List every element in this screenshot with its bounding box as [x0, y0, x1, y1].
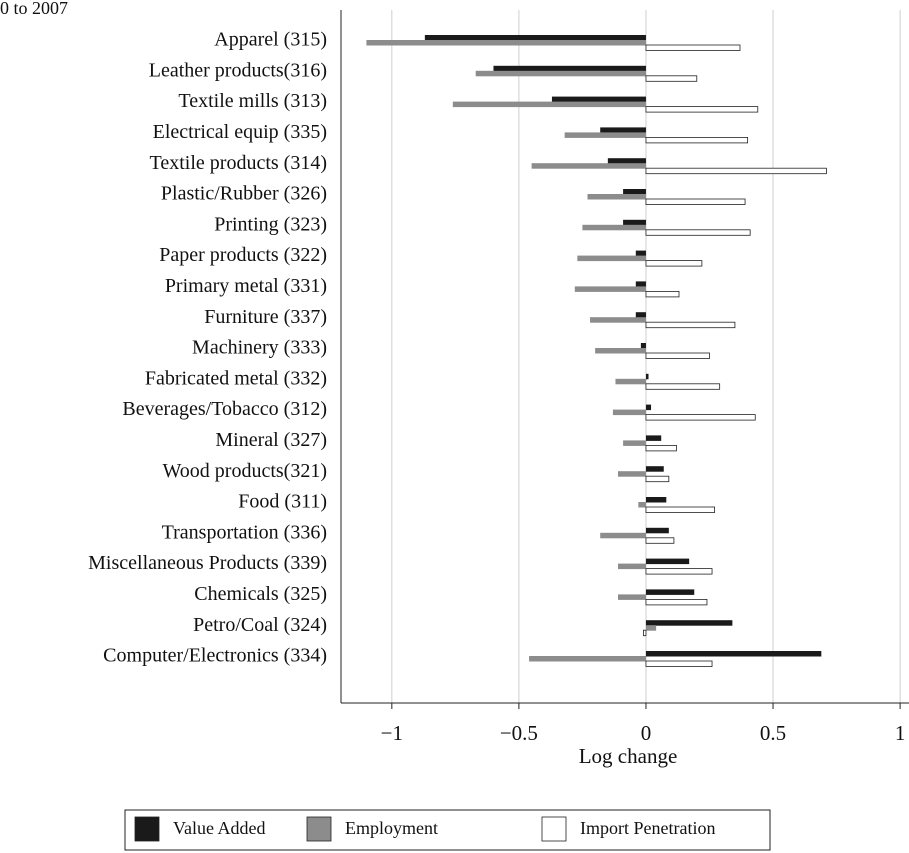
bar: [645, 527, 669, 534]
x-tick-label: 0.5: [760, 721, 786, 745]
legend-swatch: [541, 816, 567, 842]
bar: [623, 189, 646, 195]
bar: [645, 506, 715, 513]
bar: [366, 40, 646, 46]
bar: [493, 65, 646, 72]
bar: [645, 373, 649, 380]
bar: [551, 96, 646, 103]
legend-label: Value Added: [173, 818, 265, 838]
bar: [645, 136, 749, 144]
bar: [424, 35, 646, 41]
legend-swatch: [306, 816, 332, 842]
y-tick-label: Primary metal (331): [165, 275, 327, 297]
x-tick-label: −0.5: [500, 721, 538, 745]
y-tick-label: Apparel (315): [214, 29, 327, 51]
y-tick-label: Fabricated metal (332): [145, 367, 327, 389]
bar: [645, 260, 703, 267]
bar: [645, 568, 713, 575]
bar: [645, 435, 662, 441]
bar: [635, 250, 646, 257]
y-tick-label: Mineral (327): [215, 429, 327, 451]
bar: [645, 167, 827, 175]
legend-label: Employment: [345, 818, 438, 838]
bar: [574, 286, 646, 292]
bar: [607, 158, 646, 164]
bar: [645, 620, 733, 626]
bar: [645, 537, 675, 544]
bar: [645, 106, 759, 113]
bar: [645, 290, 680, 298]
y-tick-label: Computer/Electronics (334): [103, 645, 327, 667]
bar: [645, 414, 756, 421]
x-tick-label: 1: [895, 721, 906, 745]
bar: [600, 532, 646, 539]
legend-label: Import Penetration: [580, 818, 715, 838]
y-tick-label: Paper products (322): [159, 244, 327, 266]
bar: [623, 219, 646, 226]
legend-swatch: [134, 816, 160, 842]
bar: [645, 383, 721, 390]
bar: [531, 163, 646, 169]
y-tick-label: Wood products(321): [163, 460, 327, 482]
bar: [640, 343, 646, 349]
y-tick-label: Textile products (314): [150, 152, 327, 174]
bar: [645, 321, 736, 329]
y-tick-label: Printing (323): [214, 213, 327, 235]
bar: [645, 558, 690, 565]
bar: [618, 563, 646, 570]
bar: [564, 132, 646, 138]
bar: [615, 378, 646, 385]
bar: [645, 229, 751, 236]
y-tick-label: Electrical equip (335): [153, 121, 327, 143]
y-tick-label: Miscellaneous Products (339): [88, 552, 327, 574]
bar: [643, 629, 647, 637]
bar: [635, 281, 646, 287]
y-tick-label: Leather products(316): [149, 59, 327, 81]
bar: [475, 70, 646, 77]
bar: [587, 194, 646, 200]
y-tick-label: Machinery (333): [192, 337, 327, 359]
bar: [645, 444, 677, 452]
bar: [618, 471, 646, 477]
bar: [623, 440, 646, 446]
x-tick-label: 0: [641, 721, 652, 745]
bar: [645, 475, 670, 483]
bar: [645, 404, 652, 411]
y-tick-label: Textile mills (313): [178, 90, 327, 112]
bar: [635, 312, 646, 318]
bar: [645, 651, 822, 657]
bar: [590, 317, 646, 323]
y-tick-label: Furniture (337): [204, 306, 327, 328]
y-tick-label: Transportation (336): [162, 521, 327, 543]
y-tick-label: Beverages/Tobacco (312): [122, 398, 327, 420]
x-axis-label: Log change: [579, 744, 678, 768]
bar: [645, 44, 741, 51]
bar: [618, 594, 646, 600]
bar: [612, 409, 646, 416]
y-tick-label: Plastic/Rubber (326): [161, 183, 327, 205]
x-tick-label: −1: [381, 721, 403, 745]
bar: [638, 502, 646, 508]
chart-title: 0 to 2007: [0, 0, 68, 18]
bar: [645, 660, 713, 667]
legend-box: [124, 809, 771, 851]
bar: [645, 589, 695, 595]
bar: [645, 625, 657, 631]
bar: [452, 101, 646, 108]
bar: [529, 656, 646, 662]
bar: [645, 599, 708, 606]
bar: [645, 352, 710, 359]
bar: [645, 75, 698, 82]
bar: [577, 255, 646, 262]
bar: [595, 348, 646, 354]
bar: [600, 127, 646, 133]
y-tick-label: Chemicals (325): [194, 583, 327, 605]
bar: [645, 497, 667, 503]
y-tick-label: Petro/Coal (324): [193, 614, 327, 636]
bar: [645, 466, 664, 472]
y-tick-label: Food (311): [238, 491, 327, 513]
bar: [582, 224, 646, 231]
bar: [645, 198, 746, 205]
